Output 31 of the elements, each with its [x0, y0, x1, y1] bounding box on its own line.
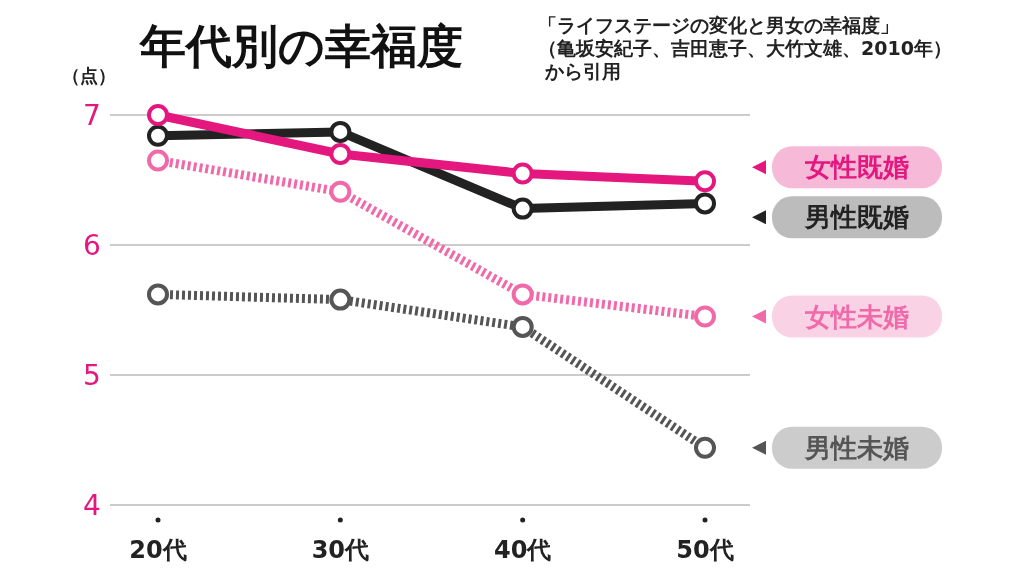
point — [329, 288, 352, 311]
point — [329, 143, 352, 165]
point — [147, 283, 169, 306]
x-tick-label: 40代 — [493, 536, 552, 564]
point — [511, 197, 534, 220]
y-axis-title: （点） — [62, 65, 116, 86]
legend-label: 女性既婚 — [804, 152, 909, 183]
chart-subtitle: 「ライフステージの変化と男女の幸福度」（亀坂安紀子、吉田恵子、大竹文雄、2010年）から引用 — [538, 14, 952, 82]
y-tick-label: 7 — [83, 99, 101, 132]
legend-label: 女性未婚 — [804, 301, 909, 332]
legend-label: 男性未婚 — [804, 432, 909, 463]
point — [147, 124, 169, 147]
legend-label: 男性既婚 — [804, 202, 909, 233]
y-tick-label: 4 — [83, 489, 101, 522]
y-tick-label: 5 — [83, 359, 101, 392]
x-tick-label: 30代 — [311, 536, 370, 564]
point — [694, 305, 716, 328]
point — [511, 283, 534, 306]
point — [511, 315, 534, 338]
x-tick-label: 50代 — [676, 536, 734, 564]
point — [694, 170, 716, 193]
chart-title: 年代別の幸福度 — [138, 19, 463, 73]
x-tick-label: 20代 — [129, 536, 187, 564]
y-tick-label: 6 — [83, 229, 101, 262]
point — [694, 192, 716, 215]
point — [147, 104, 169, 126]
point — [329, 180, 352, 203]
point — [147, 149, 169, 172]
point — [694, 436, 716, 459]
point — [511, 162, 534, 185]
point — [329, 120, 352, 143]
